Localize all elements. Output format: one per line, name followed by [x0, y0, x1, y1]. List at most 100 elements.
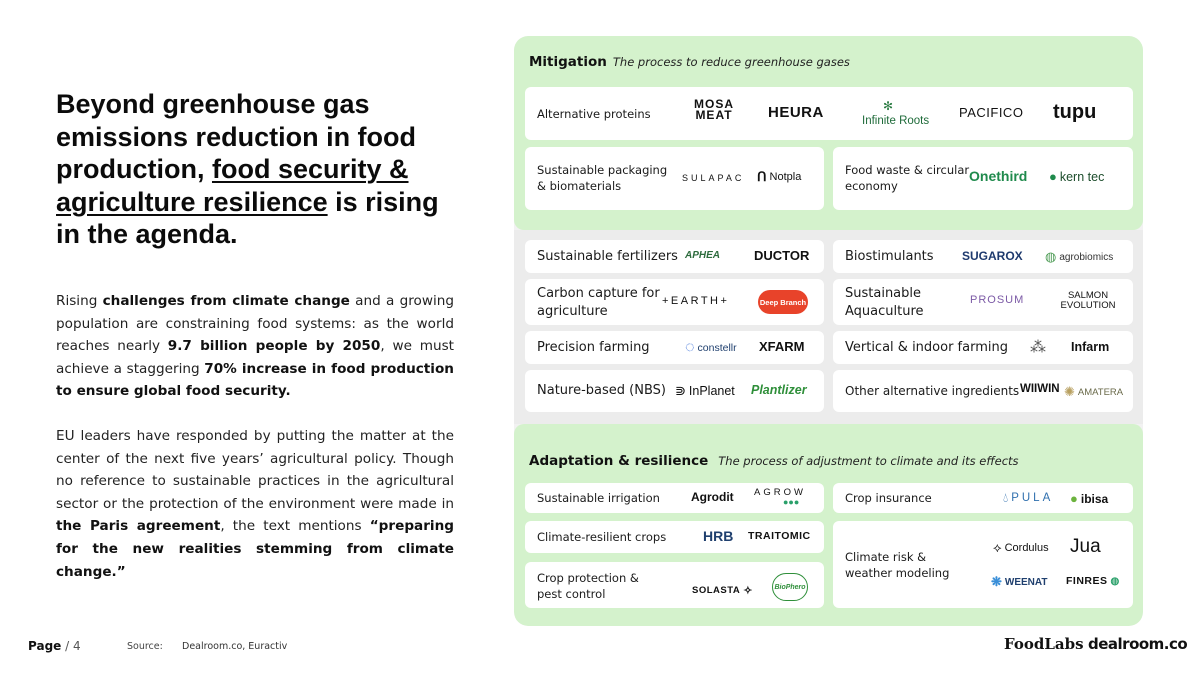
category-label: Sustainable packaging & biomaterials — [537, 163, 668, 193]
logo-pacifico: PACIFICO — [959, 105, 1024, 120]
logo-sulapac: SULAPAC — [682, 173, 745, 183]
logo-text: ibisa — [1080, 491, 1109, 506]
text: and a growing population are constrainin… — [56, 293, 454, 355]
logo-prosum: PROSUM — [970, 294, 1025, 306]
category-label: Alternative proteins — [537, 107, 651, 121]
paragraph-intro: Rising challenges from climate change an… — [56, 290, 454, 403]
category-label: Carbon capture for agriculture — [537, 286, 660, 319]
bold-text: the Paris agreement — [56, 518, 221, 535]
logo-deep-branch: Deep Branch — [758, 290, 808, 314]
card-nature-based: Nature-based (NBS) ⋑ InPlanet Plantlizer — [525, 370, 824, 412]
foodlabs-logo: FoodLabs — [1004, 635, 1084, 653]
category-label: Crop protection & pest control — [537, 571, 639, 601]
category-label: Climate risk & weather modeling — [845, 550, 950, 580]
headline-text-end: is rising in the agenda. — [56, 186, 439, 250]
card-sustainable-aquaculture: Sustainable Aquaculture PROSUM SALMON EV… — [833, 279, 1133, 325]
logo-notpla: ᑎ Notpla — [757, 169, 801, 185]
logo-plantlizer: Plantlizer — [751, 383, 807, 397]
logo-finres: FINRES ◍ — [1066, 575, 1120, 587]
page-number: / 4 — [65, 639, 81, 653]
logo-jua: Jua — [1070, 536, 1101, 557]
card-carbon-capture: Carbon capture for agriculture +EARTH+ D… — [525, 279, 824, 325]
logo-ibisa: ● ibisa — [1070, 491, 1108, 506]
logo-solasta: SOLASTA ✧ — [692, 584, 753, 597]
card-climate-risk: Climate risk & weather modeling ⟡ Cordulu… — [833, 521, 1133, 608]
page-label: Page — [28, 639, 62, 653]
category-label: Biostimulants — [845, 249, 934, 264]
logo-biophero: BioPhero — [772, 573, 808, 601]
bold-text: challenges from climate change — [102, 293, 350, 309]
category-label: Crop insurance — [845, 491, 932, 505]
category-label: Sustainable fertilizers — [537, 249, 678, 264]
logo-weenat: ❋ WEENAT — [991, 574, 1048, 590]
agrow-dots-icon: ●●● — [783, 497, 800, 507]
logo-text: Notpla — [769, 171, 802, 183]
page-indicator: Page / 4 — [28, 639, 81, 653]
logo-text: SOLASTA — [692, 585, 741, 596]
section-title: Mitigation — [529, 54, 607, 70]
mitigation-title: Mitigation The process to reduce greenhou… — [529, 54, 850, 70]
dealroom-logo: dealroom.co — [1088, 635, 1188, 653]
category-label: Other alternative ingredients — [845, 384, 1020, 398]
logo-wiiwin: WIIWIN — [1020, 383, 1060, 395]
logo-heura: HEURA — [768, 104, 824, 121]
logo-text: InPlanet — [688, 384, 735, 398]
logo-text: Cordulus — [1004, 542, 1049, 554]
card-food-waste: Food waste & circular economy Onethird ●… — [833, 147, 1133, 210]
category-label: Climate-resilient crops — [537, 530, 667, 544]
logo-agrobiomics: ◍ agrobiomics — [1045, 249, 1113, 265]
logo-pula: 💧︎ PULA — [1003, 490, 1053, 506]
logo-agrow: AGROW — [754, 487, 806, 498]
category-label: Food waste & circular economy — [845, 163, 970, 193]
solasta-wing-icon: ✧ — [743, 585, 753, 597]
card-biostimulants: Biostimulants SUGAROX ◍ agrobiomics — [833, 240, 1133, 273]
source-label: Source: — [127, 641, 163, 652]
logo-text: WEENAT — [1004, 576, 1048, 588]
logo-traitomic: TRAITOMIC — [748, 530, 811, 542]
logo-text: kern tec — [1059, 169, 1105, 184]
section-subtitle: The process to reduce greenhouse gases — [612, 55, 850, 69]
logo-amatera: ✺ AMATERA — [1064, 384, 1123, 400]
logo-aphea: APHEA — [685, 250, 721, 261]
notpla-icon: ᑎ — [757, 169, 767, 184]
finres-icon: ◍ — [1110, 575, 1120, 587]
section-title: Adaptation & resilience — [529, 453, 709, 469]
card-crop-protection: Crop protection & pest control SOLASTA ✧ … — [525, 562, 824, 608]
kern-icon: ● — [1049, 169, 1057, 184]
category-label: Nature-based (NBS) — [537, 383, 666, 398]
indoor-farm-icon: ⁂ — [1030, 339, 1046, 356]
logo-salmon-evolution: SALMON EVOLUTION — [1060, 290, 1116, 311]
card-sustainable-fertilizers: Sustainable fertilizers APHEA DUCTOR — [525, 240, 824, 273]
leaf-icon: ✻ — [883, 99, 894, 113]
paragraph-eu: EU leaders have responded by putting the… — [56, 425, 454, 583]
constellr-icon: ◌ — [685, 339, 695, 356]
amatera-icon: ✺ — [1064, 384, 1075, 399]
logo-xfarm: XFARM — [759, 339, 805, 354]
card-alternative-proteins: Alternative proteins MOSA MEAT HEURA Inf… — [525, 87, 1133, 140]
logo-text: FINRES — [1066, 575, 1108, 587]
landscape-panel: Mitigation The process to reduce greenhou… — [514, 36, 1143, 626]
adaptation-title: Adaptation & resilience The process of ad… — [529, 453, 1019, 469]
headline-underlined: food security & agriculture resilience — [56, 154, 409, 217]
category-label: Sustainable irrigation — [537, 491, 660, 505]
logo-agrodit: Agrodit — [691, 490, 734, 504]
category-label: Vertical & indoor farming — [845, 340, 1008, 355]
section-subtitle: The process of adjustment to climate and… — [718, 454, 1019, 468]
text: Rising — [56, 293, 103, 309]
logo-earth: +EARTH+ — [662, 295, 730, 307]
text: EU leaders have responded by putting the… — [56, 428, 454, 512]
headline-text: Beyond greenhouse gas emissions reductio… — [56, 89, 417, 184]
inplanet-icon: ⋑ — [675, 383, 686, 398]
card-other-alternative-ingredients: Other alternative ingredients WIIWIN ✺ AM… — [833, 370, 1133, 412]
category-label: Precision farming — [537, 340, 650, 355]
cordulus-icon: ⟡ — [993, 540, 1002, 555]
card-sustainable-irrigation: Sustainable irrigation Agrodit AGROW ●●● — [525, 483, 824, 513]
bold-text: “preparing for the new realities stemmin… — [56, 518, 454, 580]
category-label: Sustainable Aquaculture — [845, 286, 924, 319]
source-text: Dealroom.co, Euractiv — [182, 641, 288, 652]
logo-infarm: Infarm — [1071, 340, 1110, 354]
card-climate-resilient-crops: Climate-resilient crops HRB TRAITOMIC — [525, 521, 824, 553]
logo-text: agrobiomics — [1059, 251, 1114, 263]
logo-onethird: Onethird — [969, 168, 1028, 184]
text: , we must achieve a staggering — [56, 338, 454, 377]
